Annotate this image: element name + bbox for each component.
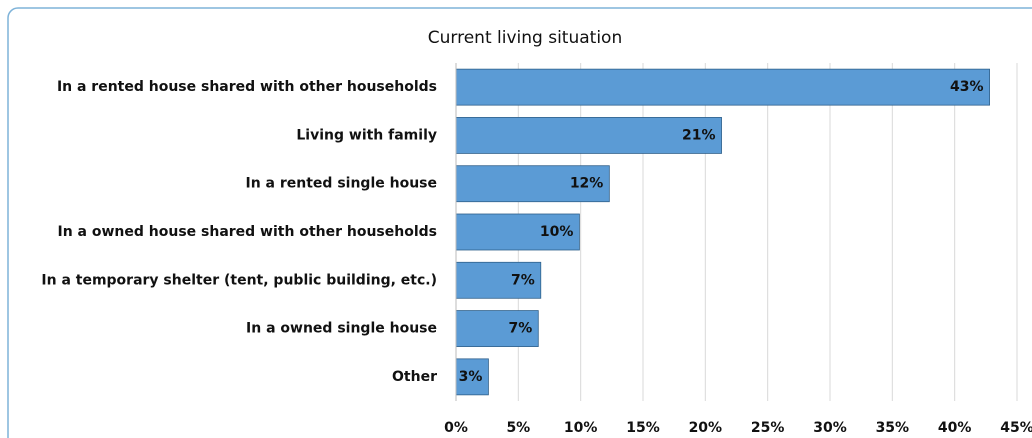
y-tick-label: In a rented single house bbox=[246, 176, 438, 192]
value-label: 21% bbox=[682, 127, 716, 143]
y-tick-label: In a rented house shared with other hous… bbox=[57, 79, 437, 95]
x-tick-label: 0% bbox=[444, 420, 468, 436]
y-tick-label: Living with family bbox=[296, 127, 437, 143]
value-label: 43% bbox=[950, 79, 984, 95]
y-tick-label: In a temporary shelter (tent, public bui… bbox=[41, 272, 437, 288]
bar bbox=[455, 310, 539, 347]
x-tick-label: 30% bbox=[813, 420, 847, 436]
x-tick-label: 45% bbox=[1000, 420, 1032, 436]
value-label: 3% bbox=[459, 369, 483, 385]
x-tick-label: 35% bbox=[876, 420, 910, 436]
bar bbox=[455, 213, 580, 251]
x-tick-label: 15% bbox=[626, 420, 660, 436]
value-label: 7% bbox=[508, 321, 532, 337]
y-tick-label: In a owned house shared with other house… bbox=[57, 224, 437, 240]
y-tick-label: Other bbox=[392, 369, 437, 385]
x-tick-label: 10% bbox=[564, 420, 598, 436]
bar bbox=[455, 68, 990, 106]
chart-title: Current living situation bbox=[428, 28, 622, 48]
x-tick-label: 5% bbox=[506, 420, 530, 436]
bar bbox=[455, 358, 489, 396]
value-label: 7% bbox=[511, 272, 535, 288]
value-label: 10% bbox=[540, 224, 574, 240]
bar bbox=[455, 165, 610, 203]
y-tick-label: In a owned single house bbox=[246, 321, 437, 337]
x-tick-label: 20% bbox=[689, 420, 723, 436]
bar bbox=[455, 117, 722, 154]
x-tick-label: 25% bbox=[751, 420, 785, 436]
bar bbox=[455, 261, 542, 299]
value-label: 12% bbox=[570, 176, 604, 192]
x-tick-label: 40% bbox=[938, 420, 972, 436]
